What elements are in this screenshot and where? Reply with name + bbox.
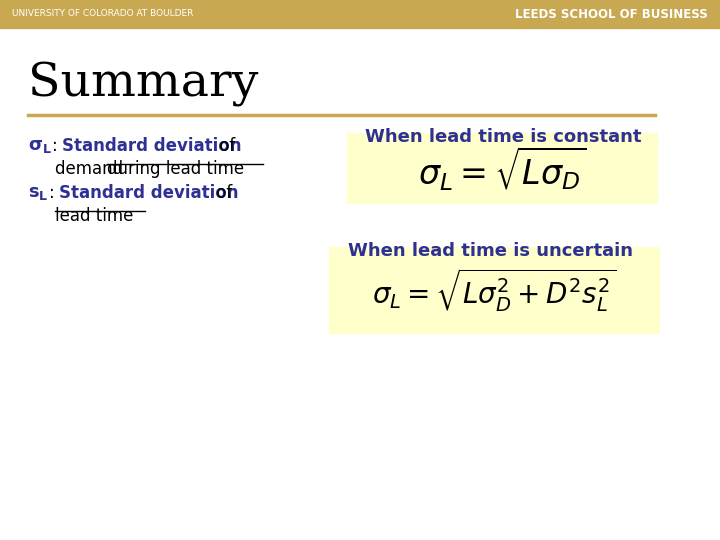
FancyBboxPatch shape bbox=[347, 133, 657, 203]
Text: of: of bbox=[211, 184, 233, 202]
Text: of: of bbox=[214, 137, 235, 155]
Text: Standard deviation: Standard deviation bbox=[62, 137, 241, 155]
Text: When lead time is uncertain: When lead time is uncertain bbox=[348, 242, 633, 260]
Text: $\sigma_L = \sqrt{L\sigma_D}$: $\sigma_L = \sqrt{L\sigma_D}$ bbox=[418, 144, 586, 192]
Text: during lead time: during lead time bbox=[107, 160, 244, 178]
Text: :: : bbox=[49, 184, 60, 202]
FancyBboxPatch shape bbox=[329, 247, 659, 333]
Bar bbox=[0, 0, 720, 28]
Text: Summary: Summary bbox=[28, 62, 258, 107]
Text: $\mathbf{\sigma_L}$: $\mathbf{\sigma_L}$ bbox=[28, 137, 52, 155]
Text: UNIVERSITY OF COLORADO AT BOULDER: UNIVERSITY OF COLORADO AT BOULDER bbox=[12, 10, 194, 18]
Text: Standard deviation: Standard deviation bbox=[59, 184, 238, 202]
Text: demand: demand bbox=[55, 160, 128, 178]
Text: $\sigma_L = \sqrt{L\sigma_D^2 + D^2 s_L^2}$: $\sigma_L = \sqrt{L\sigma_D^2 + D^2 s_L^… bbox=[372, 266, 616, 314]
Text: lead time: lead time bbox=[55, 207, 133, 225]
Text: When lead time is constant: When lead time is constant bbox=[365, 128, 642, 146]
Text: $\mathbf{s_L}$: $\mathbf{s_L}$ bbox=[28, 184, 48, 202]
Text: :: : bbox=[52, 137, 63, 155]
Text: LEEDS SCHOOL OF BUSINESS: LEEDS SCHOOL OF BUSINESS bbox=[516, 8, 708, 21]
